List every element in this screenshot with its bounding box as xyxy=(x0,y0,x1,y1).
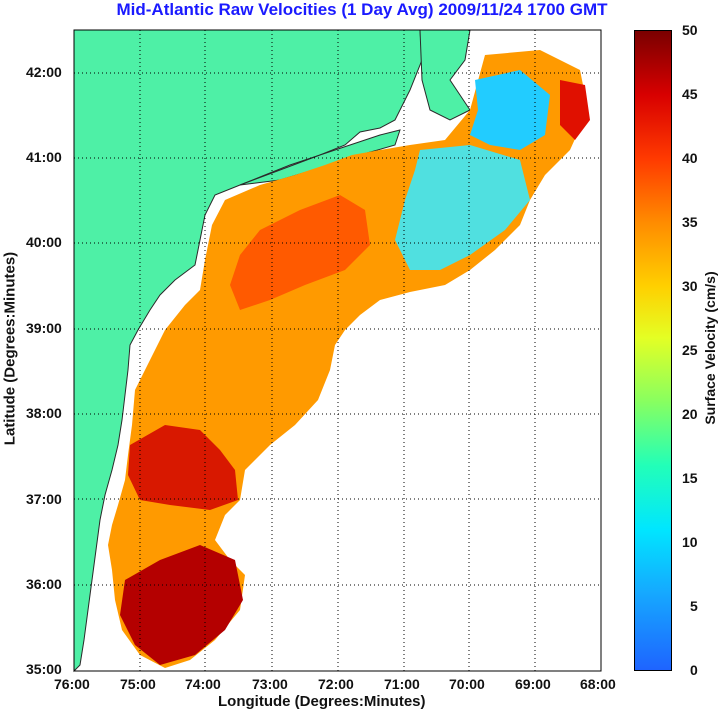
velocity-cool-band-2 xyxy=(395,145,530,270)
colorbar-title: Surface Velocity (cm/s) xyxy=(702,271,718,425)
velocity-hot-mid xyxy=(128,425,238,510)
colorbar-tick: 20 xyxy=(682,406,698,422)
x-tick-label: 75:00 xyxy=(120,676,156,692)
land-cape-cod xyxy=(419,29,471,121)
velocity-cool-band xyxy=(470,70,550,150)
x-tick-label: 72:00 xyxy=(318,676,354,692)
colorbar xyxy=(634,30,672,671)
colorbar-tick: 15 xyxy=(682,470,698,486)
x-tick-label: 71:00 xyxy=(384,676,420,692)
x-tick-label: 76:00 xyxy=(54,676,90,692)
colorbar-tick: 10 xyxy=(682,534,698,550)
colorbar-tick: 0 xyxy=(690,662,698,678)
map-title: Mid-Atlantic Raw Velocities (1 Day Avg) … xyxy=(116,0,608,19)
colorbar-tick: 30 xyxy=(682,278,698,294)
y-tick-label: 35:00 xyxy=(26,661,62,677)
grid xyxy=(74,30,601,671)
y-tick-label: 42:00 xyxy=(26,64,62,80)
x-tick-label: 68:00 xyxy=(580,676,616,692)
colorbar-tick: 25 xyxy=(682,342,698,358)
colorbar-tick: 40 xyxy=(682,150,698,166)
x-tick-label: 73:00 xyxy=(252,676,288,692)
y-tick-label: 38:00 xyxy=(26,405,62,421)
y-tick-label: 41:00 xyxy=(26,149,62,165)
colorbar-tick: 35 xyxy=(682,214,698,230)
x-tick-label: 69:00 xyxy=(515,676,551,692)
x-axis-title: Longitude (Degrees:Minutes) xyxy=(218,693,426,710)
x-tick-label: 70:00 xyxy=(449,676,485,692)
velocity-warm-core xyxy=(230,195,370,310)
colorbar-tick: 45 xyxy=(682,86,698,102)
y-tick-label: 39:00 xyxy=(26,320,62,336)
velocity-hot-ne xyxy=(560,80,590,140)
land-coastline xyxy=(73,29,423,673)
colorbar-tick: 5 xyxy=(690,598,698,614)
y-axis-title: Latitude (Degrees:Minutes) xyxy=(1,251,19,446)
y-tick-label: 36:00 xyxy=(26,576,62,592)
y-tick-label: 40:00 xyxy=(26,234,62,250)
velocity-hot-south xyxy=(120,545,243,665)
y-tick-label: 37:00 xyxy=(26,491,62,507)
colorbar-tick: 50 xyxy=(682,22,698,38)
x-tick-label: 74:00 xyxy=(185,676,221,692)
